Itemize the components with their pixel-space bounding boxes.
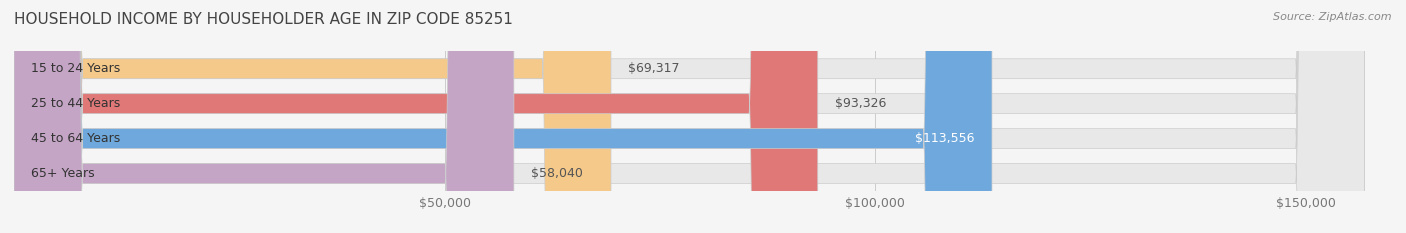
FancyBboxPatch shape	[14, 0, 1364, 233]
FancyBboxPatch shape	[14, 0, 1364, 233]
FancyBboxPatch shape	[14, 0, 612, 233]
Text: 65+ Years: 65+ Years	[31, 167, 96, 180]
FancyBboxPatch shape	[14, 0, 513, 233]
Text: $93,326: $93,326	[835, 97, 886, 110]
Text: 25 to 44 Years: 25 to 44 Years	[31, 97, 121, 110]
Text: 15 to 24 Years: 15 to 24 Years	[31, 62, 121, 75]
Text: $69,317: $69,317	[628, 62, 679, 75]
FancyBboxPatch shape	[14, 0, 993, 233]
Text: $58,040: $58,040	[531, 167, 583, 180]
FancyBboxPatch shape	[14, 0, 1364, 233]
Text: Source: ZipAtlas.com: Source: ZipAtlas.com	[1274, 12, 1392, 22]
Text: $113,556: $113,556	[915, 132, 974, 145]
Text: 45 to 64 Years: 45 to 64 Years	[31, 132, 121, 145]
FancyBboxPatch shape	[14, 0, 818, 233]
Text: HOUSEHOLD INCOME BY HOUSEHOLDER AGE IN ZIP CODE 85251: HOUSEHOLD INCOME BY HOUSEHOLDER AGE IN Z…	[14, 12, 513, 27]
FancyBboxPatch shape	[14, 0, 1364, 233]
